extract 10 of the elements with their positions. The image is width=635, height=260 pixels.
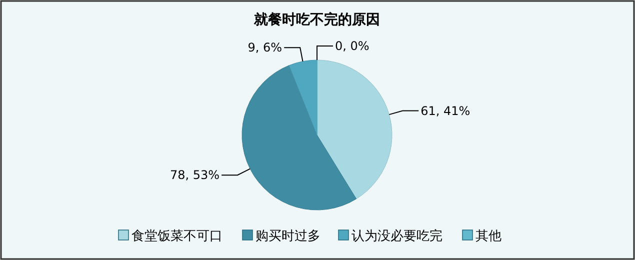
pie-slice xyxy=(316,60,392,200)
legend-label: 其他 xyxy=(476,229,502,244)
chart-title: 就餐时吃不完的原因 xyxy=(253,11,380,28)
legend-label: 购买时过多 xyxy=(256,229,320,244)
data-label: 78, 53% xyxy=(170,168,220,182)
text: 0, 0% xyxy=(335,39,370,53)
data-label: 9, 6% xyxy=(248,40,282,55)
legend-label: 认为没必要吃完 xyxy=(352,228,442,244)
data-label: 61, 41% xyxy=(420,104,470,118)
legend-label: 食堂饭菜不可口 xyxy=(132,229,222,244)
